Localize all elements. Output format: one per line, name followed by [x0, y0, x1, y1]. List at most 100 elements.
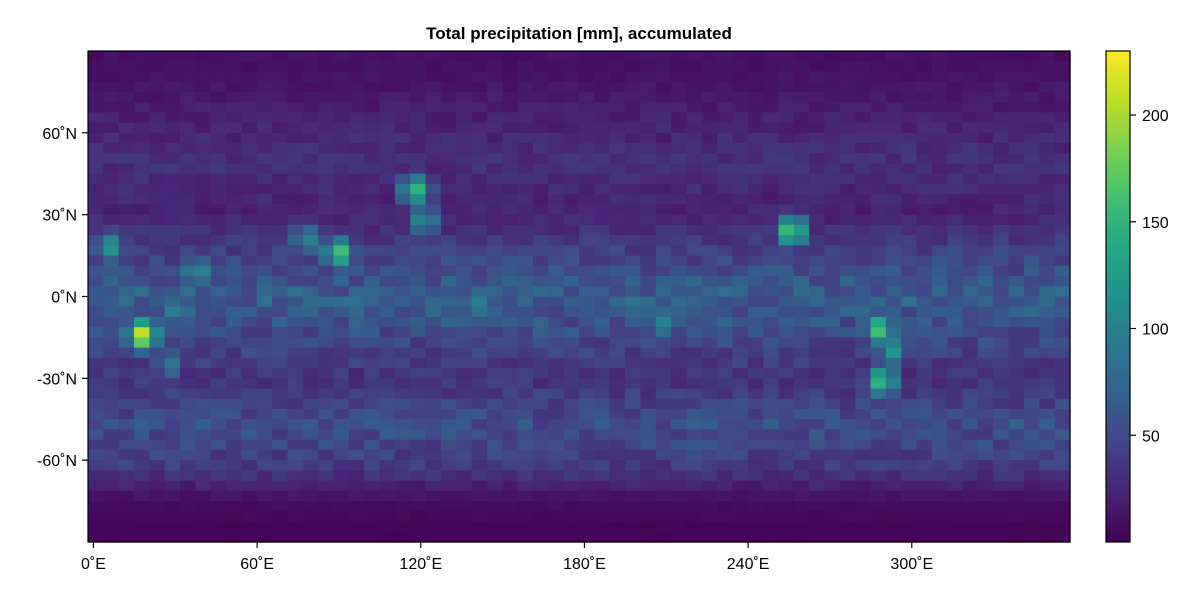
- heatmap-cell: [456, 194, 473, 206]
- heatmap-cell: [103, 265, 120, 277]
- heatmap-cell: [103, 357, 120, 369]
- heatmap-cell: [241, 460, 258, 471]
- heatmap-cell: [655, 531, 672, 543]
- heatmap-cell: [947, 490, 964, 502]
- heatmap-cell: [625, 71, 641, 83]
- heatmap-cell: [824, 112, 841, 124]
- heatmap-cell: [717, 327, 734, 339]
- heatmap-cell: [579, 398, 595, 410]
- heatmap-cell: [778, 409, 795, 420]
- heatmap-cell: [732, 143, 749, 154]
- heatmap-cell: [931, 357, 948, 369]
- heatmap-cell: [686, 235, 703, 246]
- heatmap-cell: [425, 51, 442, 62]
- heatmap-cell: [103, 501, 120, 512]
- heatmap-cell: [287, 255, 304, 267]
- heatmap-cell: [870, 480, 887, 492]
- heatmap-cell: [134, 337, 150, 349]
- heatmap-cell: [364, 511, 381, 523]
- heatmap-cell: [180, 368, 196, 379]
- heatmap-cell: [502, 460, 519, 471]
- heatmap-cell: [134, 163, 150, 175]
- heatmap-cell: [625, 235, 641, 246]
- heatmap-cell: [793, 490, 810, 502]
- heatmap-cell: [655, 183, 672, 195]
- heatmap-cell: [210, 61, 227, 73]
- heatmap-cell: [579, 153, 595, 165]
- heatmap-cell: [195, 439, 212, 451]
- heatmap-cell: [824, 531, 841, 543]
- heatmap-cell: [471, 409, 488, 420]
- heatmap-cell: [855, 531, 872, 543]
- heatmap-cell: [1023, 296, 1040, 308]
- heatmap-cell: [717, 122, 734, 134]
- heatmap-cell: [993, 245, 1010, 257]
- heatmap-cell: [502, 173, 519, 185]
- heatmap-cell: [195, 183, 212, 195]
- heatmap-cell: [88, 61, 104, 73]
- heatmap-cell: [410, 419, 427, 431]
- heatmap-cell: [532, 276, 549, 287]
- heatmap-cell: [517, 501, 534, 512]
- heatmap-cell: [640, 470, 657, 482]
- heatmap-cell: [241, 71, 258, 83]
- heatmap-cell: [1023, 204, 1040, 216]
- heatmap-cell: [471, 51, 488, 62]
- heatmap-cell: [809, 51, 826, 62]
- heatmap-cell: [379, 265, 396, 277]
- heatmap-cell: [1039, 204, 1056, 216]
- heatmap-cell: [609, 245, 626, 257]
- heatmap-cell: [394, 122, 411, 134]
- heatmap-cell: [118, 51, 135, 62]
- heatmap-cell: [563, 163, 580, 175]
- heatmap-cell: [364, 409, 381, 420]
- heatmap-cell: [88, 449, 104, 461]
- heatmap-cell: [1023, 357, 1040, 369]
- heatmap-cell: [88, 439, 104, 451]
- heatmap-cell: [180, 501, 196, 512]
- heatmap-cell: [809, 357, 826, 369]
- heatmap-cell: [532, 194, 549, 206]
- heatmap-cell: [1023, 153, 1040, 165]
- heatmap-cell: [195, 265, 212, 277]
- heatmap-cell: [88, 398, 104, 410]
- heatmap-cell: [471, 286, 488, 298]
- heatmap-cell: [732, 102, 749, 113]
- heatmap-cell: [241, 449, 258, 461]
- heatmap-cell: [701, 429, 718, 441]
- heatmap-cell: [364, 337, 381, 349]
- heatmap-cell: [1023, 480, 1040, 492]
- heatmap-cell: [1008, 102, 1025, 113]
- heatmap-cell: [763, 347, 780, 359]
- heatmap-cell: [134, 296, 150, 308]
- heatmap-cell: [410, 153, 427, 165]
- heatmap-cell: [763, 521, 780, 533]
- heatmap-cell: [548, 183, 565, 195]
- heatmap-cell: [302, 91, 319, 103]
- heatmap-cell: [425, 194, 442, 206]
- heatmap-cell: [778, 102, 795, 113]
- heatmap-cell: [625, 480, 641, 492]
- heatmap-cell: [793, 81, 810, 93]
- heatmap-cell: [502, 531, 519, 543]
- heatmap-cell: [471, 122, 488, 134]
- heatmap-cell: [348, 368, 365, 379]
- heatmap-cell: [134, 183, 150, 195]
- heatmap-cell: [394, 245, 411, 257]
- heatmap-cell: [747, 490, 764, 502]
- heatmap-cell: [993, 409, 1010, 420]
- heatmap-cell: [732, 224, 749, 236]
- heatmap-cell: [901, 306, 918, 318]
- heatmap-cell: [486, 235, 503, 246]
- heatmap-cell: [993, 153, 1010, 165]
- heatmap-cell: [517, 327, 534, 339]
- heatmap-cell: [532, 143, 549, 154]
- heatmap-cell: [103, 122, 120, 134]
- heatmap-cell: [118, 419, 135, 431]
- heatmap-cell: [609, 490, 626, 502]
- heatmap-cell: [1008, 398, 1025, 410]
- heatmap-cell: [885, 511, 902, 523]
- heatmap-cell: [625, 183, 641, 195]
- heatmap-cell: [164, 490, 181, 502]
- heatmap-cell: [686, 183, 703, 195]
